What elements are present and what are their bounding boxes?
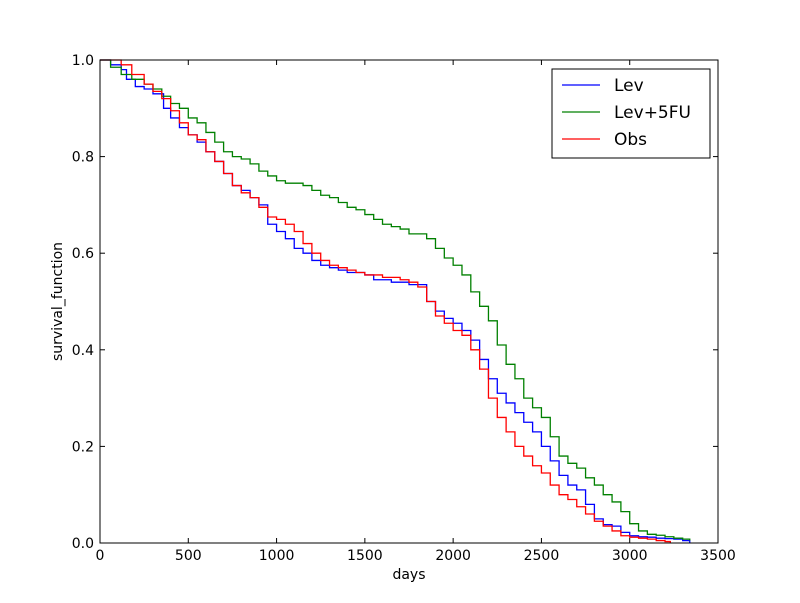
x-tick-label: 1000 — [259, 548, 295, 564]
x-tick-label: 2000 — [435, 548, 471, 564]
series-line-lev-5fu — [100, 59, 691, 541]
legend-label: Lev+5FU — [614, 103, 691, 123]
y-tick-label: 1.0 — [72, 53, 94, 69]
x-tick-label: 0 — [96, 548, 105, 564]
x-tick-label: 3000 — [612, 548, 648, 564]
y-tick-label: 0.8 — [72, 150, 94, 166]
legend: Lev Lev+5FU Obs — [551, 68, 711, 159]
y-axis-label: survival_function — [50, 242, 66, 361]
x-tick-label: 2500 — [524, 548, 560, 564]
legend-box — [551, 68, 711, 159]
plot-frame — [99, 59, 719, 544]
legend-label: Obs — [614, 130, 647, 150]
plot-lines — [100, 59, 691, 543]
y-tick-label: 0.0 — [72, 536, 94, 552]
x-tick-label: 3500 — [700, 548, 736, 564]
axis-ticks: 0 500 1000 1500 2000 2500 3000 3500 0.0 0.2 0.4 0.6… — [72, 53, 736, 564]
x-tick-label: 1500 — [347, 548, 383, 564]
series-line-obs — [100, 59, 671, 543]
x-tick-label: 500 — [175, 548, 202, 564]
x-axis-label: days — [392, 567, 425, 583]
y-tick-label: 0.6 — [72, 246, 94, 262]
y-tick-label: 0.4 — [72, 343, 94, 359]
y-tick-label: 0.2 — [72, 439, 94, 455]
legend-label: Lev — [614, 76, 644, 96]
